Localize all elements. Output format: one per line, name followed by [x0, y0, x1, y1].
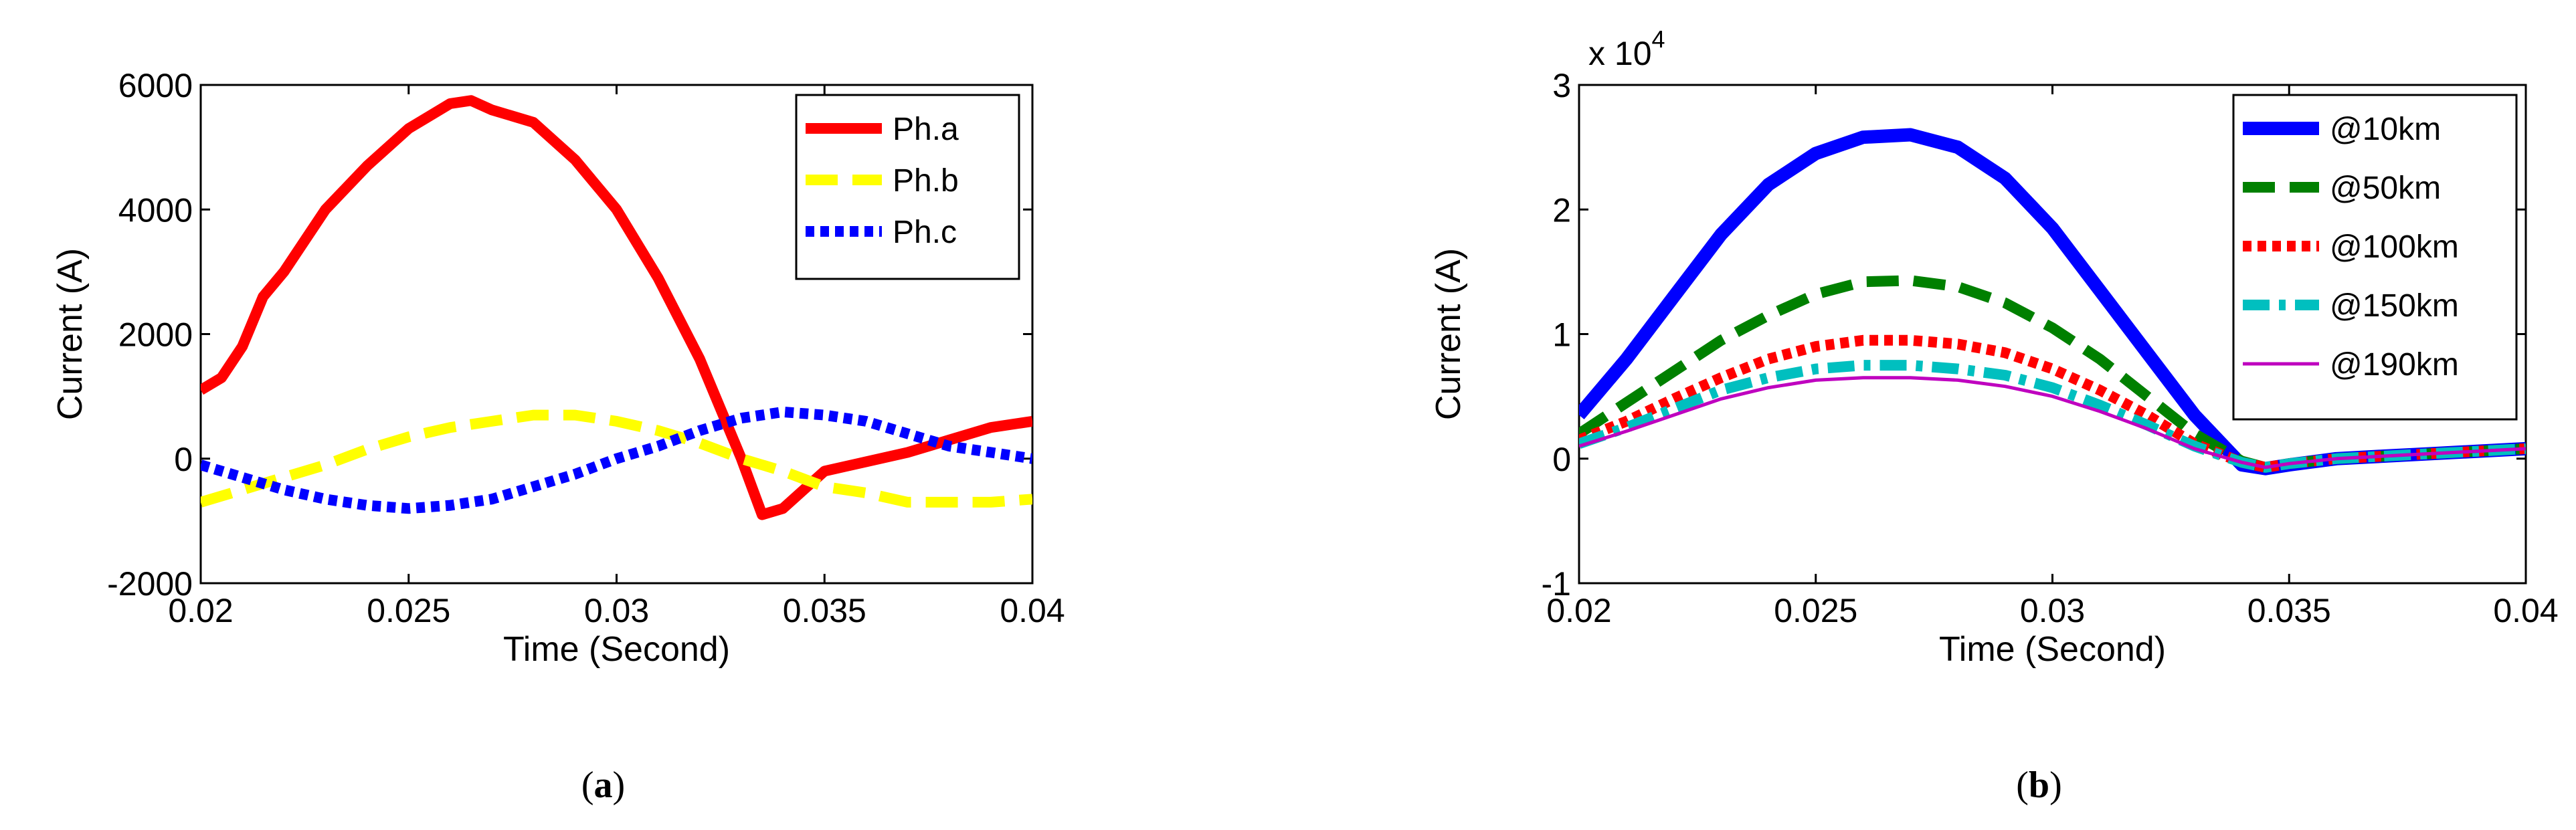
series-line-phb	[201, 409, 1032, 508]
y-tick-label: 0	[174, 441, 193, 478]
x-tick-label: 0.035	[2247, 592, 2331, 629]
chart-a: 0.02 0.025 0.03 0.035 0.04 -2000 0 2000 4000 6000…	[51, 67, 1065, 806]
legend-label: @100km	[2330, 229, 2459, 265]
series-line-phc	[201, 406, 1032, 514]
y-tick-label: 1	[1552, 316, 1571, 354]
multiplier-exponent: 4	[1652, 25, 1665, 53]
y-axis-label: Current (A)	[1429, 248, 1468, 420]
x-tick-label: 0.035	[783, 592, 866, 629]
subfigure-caption: (a)	[581, 764, 625, 806]
y-tick-label: 6000	[118, 67, 193, 104]
y-tick-label: -1	[1542, 565, 1571, 603]
x-tick-label: 0.02	[168, 592, 233, 629]
legend-label: Ph.b	[893, 163, 959, 199]
x-tick-label: 0.025	[367, 592, 450, 629]
subfigure-caption: (b)	[2016, 764, 2061, 806]
x-tick-label: 0.03	[2020, 592, 2085, 629]
x-tick-label: 0.025	[1774, 592, 1857, 629]
legend-label: @50km	[2330, 171, 2441, 206]
x-tick-label: 0.04	[1000, 592, 1065, 629]
y-tick-label: 4000	[118, 191, 193, 229]
legend-label: Ph.a	[893, 112, 959, 147]
y-tick-label: 2000	[118, 316, 193, 354]
x-axis-label: Time (Second)	[503, 630, 730, 669]
x-tick-label: 0.02	[1546, 592, 1611, 629]
series-line-150km	[1579, 360, 2526, 473]
chart-b: 0.02 0.025 0.03 0.035 0.04 -1 0 1 2 3 Time (Second…	[1429, 25, 2559, 806]
series-line-pha	[201, 95, 1032, 520]
legend-label: @190km	[2330, 347, 2459, 383]
x-tick-label: 0.03	[584, 592, 649, 629]
x-tick-label: 0.04	[2493, 592, 2558, 629]
caption-close: )	[613, 764, 626, 806]
series-line-190km	[1579, 376, 2526, 470]
legend-label: @150km	[2330, 288, 2459, 324]
x-axis-label: Time (Second)	[1939, 630, 2166, 669]
legend-label: @10km	[2330, 112, 2441, 147]
y-tick-label: 0	[1552, 441, 1571, 478]
y-tick-label: -2000	[107, 565, 193, 603]
legend-label: Ph.c	[893, 215, 957, 250]
caption-letter: b	[2029, 764, 2049, 806]
caption-letter: a	[594, 764, 613, 806]
caption-close: )	[2049, 764, 2062, 806]
multiplier-base: x 10	[1588, 35, 1652, 72]
caption-open: (	[2016, 764, 2029, 806]
y-axis-label: Current (A)	[51, 248, 90, 420]
y-tick-label: 3	[1552, 67, 1571, 104]
axis-multiplier: x 104	[1588, 25, 1665, 72]
y-tick-label: 2	[1552, 191, 1571, 229]
caption-open: (	[581, 764, 594, 806]
